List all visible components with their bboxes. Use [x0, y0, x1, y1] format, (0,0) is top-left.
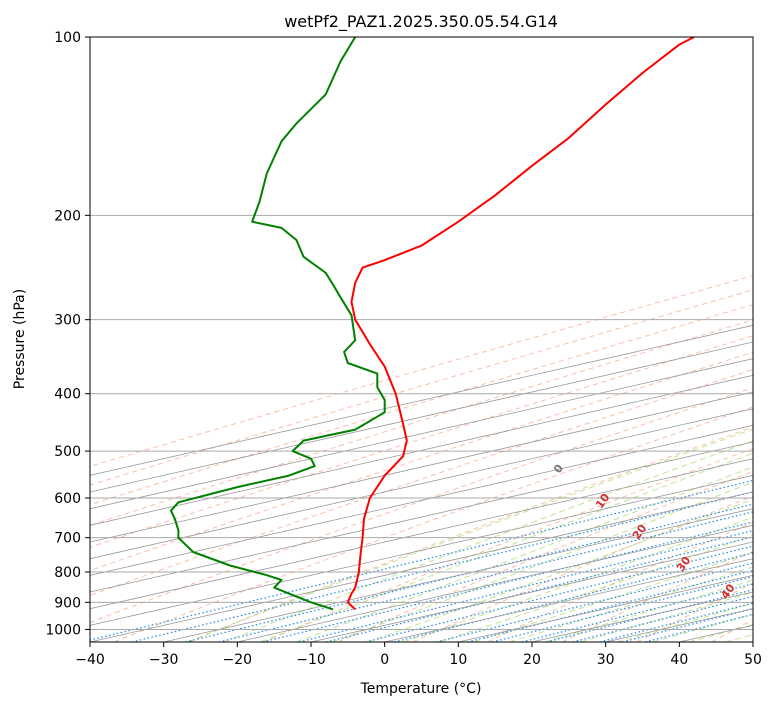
- mixing-ratio-line: [218, 511, 753, 642]
- mixing-ratio-line: [262, 521, 753, 642]
- series-lines: [170, 37, 695, 611]
- mixing-ratio-line: [325, 536, 753, 642]
- dry-adiabat: [636, 583, 753, 642]
- moist-adiabat: [331, 481, 753, 642]
- dry-adiabat: [412, 495, 753, 642]
- x-tick-label: −20: [223, 652, 253, 668]
- dry-adiabat: [188, 426, 753, 642]
- mixing-ratio-line: [90, 479, 753, 641]
- x-tick-label: 20: [523, 652, 541, 668]
- mixing-ratio-line: [622, 608, 753, 642]
- x-tick-label: −30: [149, 652, 179, 668]
- y-tick-label: 600: [54, 491, 81, 507]
- dry-adiabat: [263, 448, 753, 642]
- y-tick-label: 400: [54, 387, 81, 403]
- y-axis: 100 200 300 400 500 600 700 800 900 1000: [45, 30, 90, 638]
- chart-title: wetPf2_PAZ1.2025.350.05.54.G14: [284, 12, 558, 32]
- dry-adiabat: [90, 369, 753, 597]
- moist-adiabat: [187, 428, 753, 642]
- dry-adiabat: [337, 470, 753, 642]
- mixing-ratio-line: [185, 503, 753, 642]
- isotherm: [237, 524, 753, 642]
- dry-adiabat: [90, 351, 753, 572]
- y-tick-label: 200: [54, 208, 81, 224]
- mixing-ratio-line: [572, 595, 753, 642]
- mixing-ratio-line: [492, 575, 753, 642]
- plot-frame: [89, 36, 754, 643]
- y-tick-label: 800: [54, 565, 81, 581]
- isotherm: [90, 458, 753, 610]
- isotherm: [679, 624, 753, 642]
- mixing-ratio-line: [299, 529, 753, 642]
- dry-adiabat: [487, 521, 753, 642]
- isotherm: [90, 358, 753, 510]
- moist-adiabat: [509, 566, 753, 642]
- isotherm: [90, 474, 753, 626]
- moist-adiabat: [367, 498, 753, 642]
- y-tick-label: 900: [54, 595, 81, 611]
- x-axis: −40 −30 −20 −10 0 10 20 30 40 50: [75, 642, 762, 668]
- y-tick-label: 700: [54, 531, 81, 547]
- isotherm: [90, 391, 753, 543]
- x-tick-label: 0: [380, 652, 389, 668]
- moist-adiabat: [473, 551, 753, 642]
- isotherm: [90, 374, 753, 526]
- background-lines: [90, 275, 753, 642]
- dry-adiabat: [90, 304, 753, 506]
- isotherm: [90, 441, 753, 593]
- x-tick-label: 10: [449, 652, 467, 668]
- y-tick-label: 100: [54, 30, 81, 46]
- isotherm: [90, 324, 753, 476]
- dewpoint-line: [170, 37, 386, 611]
- y-tick-label: 1000: [45, 622, 81, 638]
- moist-adiabat: [438, 534, 753, 642]
- moist-adiabat-label: 30: [674, 554, 694, 574]
- dry-adiabat: [90, 335, 753, 548]
- moist-adiabat: [688, 623, 753, 642]
- dry-adiabat: [90, 387, 753, 623]
- isotherm: [90, 424, 753, 576]
- isotherm: [90, 341, 753, 493]
- isotherm: [90, 491, 753, 642]
- mixing-ratio-line: [645, 613, 753, 642]
- dry-adiabat: [711, 619, 753, 642]
- x-tick-label: −40: [75, 652, 105, 668]
- dry-adiabat: [90, 289, 753, 486]
- mixing-ratio-line: [365, 545, 753, 642]
- moist-adiabat-label: 0: [551, 462, 566, 476]
- x-axis-title: Temperature (°C): [360, 681, 482, 697]
- dry-adiabat: [90, 319, 753, 526]
- isotherm: [752, 641, 753, 642]
- x-tick-label: 50: [744, 652, 762, 668]
- moist-adiabat: [580, 591, 753, 642]
- mixing-ratio-line: [599, 602, 753, 642]
- y-axis-title: Pressure (hPa): [12, 289, 28, 389]
- x-tick-label: 40: [670, 652, 688, 668]
- y-tick-label: 300: [54, 313, 81, 329]
- isotherm: [310, 541, 753, 642]
- moist-adiabat: [725, 633, 753, 642]
- x-tick-label: −10: [296, 652, 326, 668]
- isotherm: [163, 508, 753, 642]
- y-tick-label: 500: [54, 444, 81, 460]
- moist-adiabat: [260, 452, 753, 642]
- x-tick-label: 30: [597, 652, 615, 668]
- isotherm: [90, 408, 753, 560]
- dry-adiabat: [90, 275, 753, 467]
- temperature-line: [346, 37, 695, 611]
- isotherm: [531, 591, 753, 642]
- moist-adiabat: [652, 613, 753, 642]
- grid-lines: [90, 37, 753, 642]
